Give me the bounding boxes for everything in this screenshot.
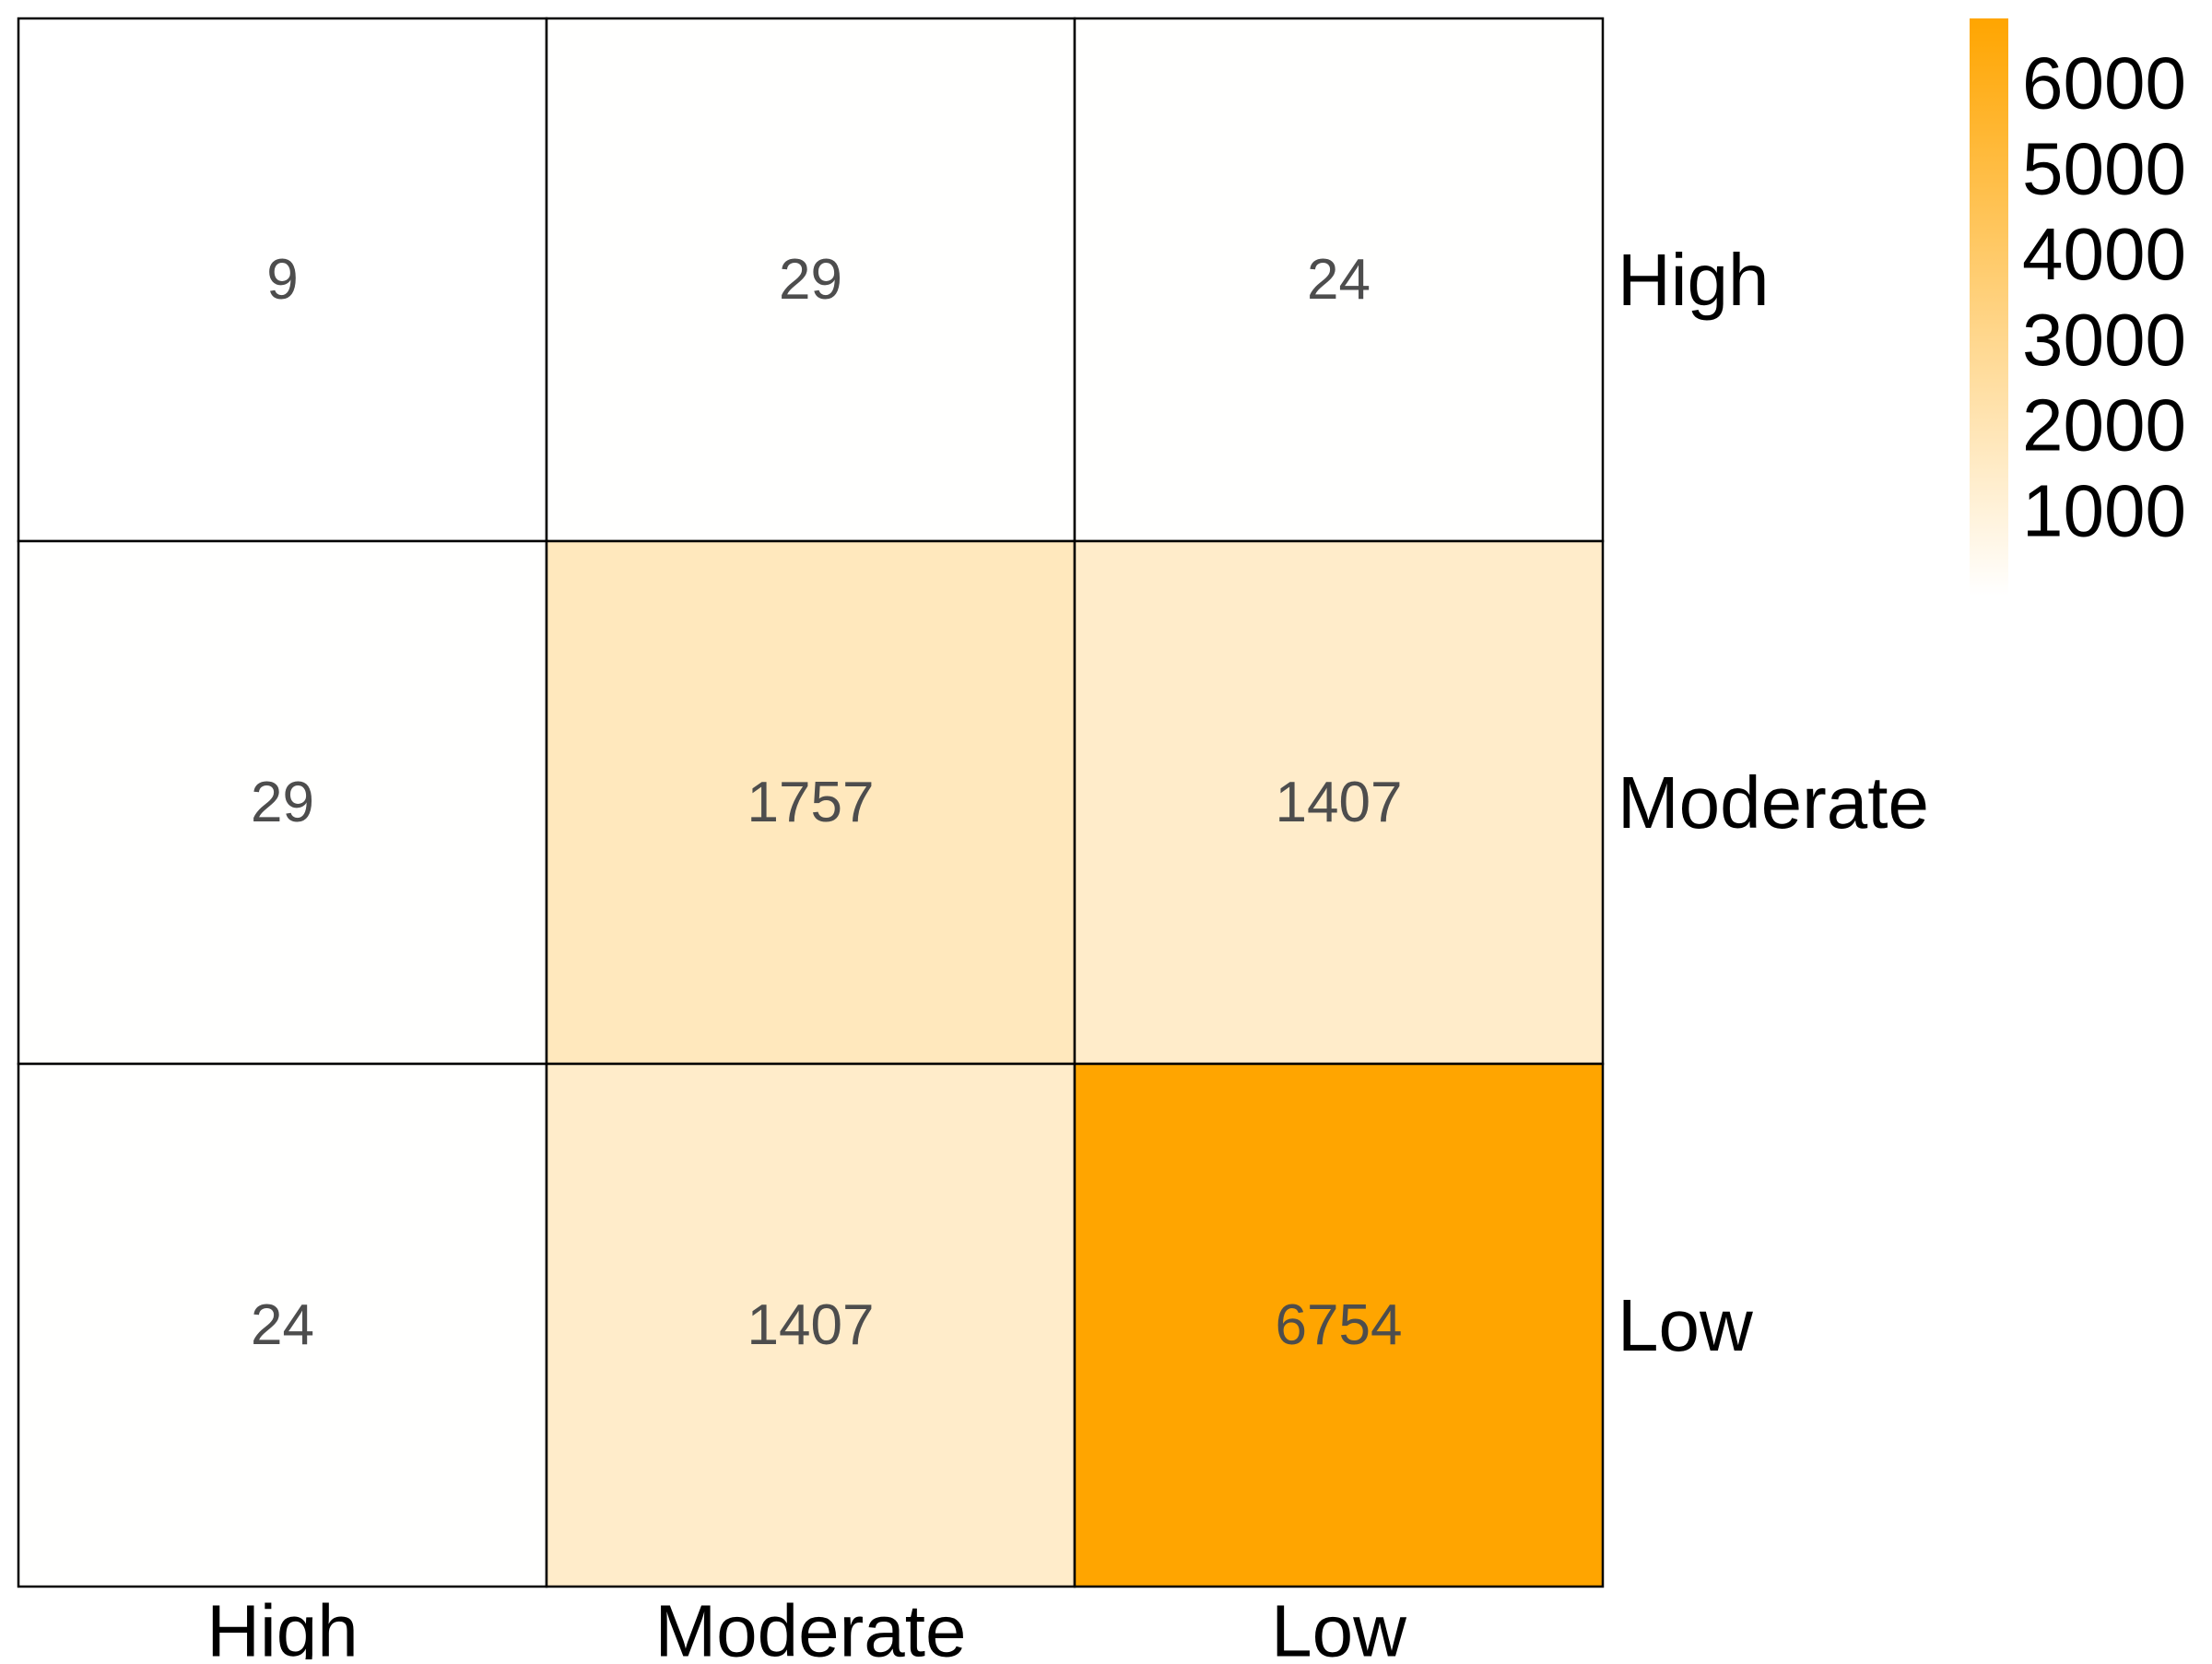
x-tick-label: Low bbox=[1271, 1590, 1406, 1660]
y-tick-label: Low bbox=[1618, 1284, 1753, 1366]
heatmap-cell bbox=[545, 1062, 1077, 1588]
heatmap-cell bbox=[17, 1062, 548, 1588]
heatmap-cell bbox=[545, 539, 1077, 1066]
cell-value-label: 24 bbox=[251, 1293, 314, 1357]
cell-value-label: 29 bbox=[251, 771, 314, 834]
cell-value-label: 24 bbox=[1307, 248, 1371, 312]
x-tick-label: Moderate bbox=[655, 1590, 967, 1660]
colorbar-tick-label: 2000 bbox=[2022, 384, 2186, 466]
cell-value-label: 1407 bbox=[1276, 771, 1403, 834]
cell-value-label: 9 bbox=[266, 248, 298, 312]
y-tick-label: High bbox=[1618, 239, 1770, 321]
heatmap-cell bbox=[17, 539, 548, 1066]
cell-value-label: 6754 bbox=[1276, 1293, 1403, 1357]
heatmap-cell bbox=[1073, 17, 1605, 543]
cell-value-label: 1757 bbox=[747, 771, 875, 834]
x-axis: High Moderate Low bbox=[206, 1590, 1406, 1664]
colorbar-tick-label: 6000 bbox=[2022, 41, 2186, 124]
colorbar-tick-label: 5000 bbox=[2022, 127, 2186, 209]
heatmap-cell bbox=[545, 17, 1077, 543]
y-axis: High Moderate Low bbox=[1618, 239, 1929, 1366]
cell-labels-layer: 9 29 24 29 1757 1407 24 1407 6754 bbox=[251, 248, 1402, 1357]
cells-layer bbox=[17, 17, 1605, 1588]
y-tick-label: Moderate bbox=[1618, 761, 1929, 844]
heatmap-cell bbox=[1073, 1062, 1605, 1588]
cell-value-label: 1407 bbox=[747, 1293, 875, 1357]
colorbar-tick-label: 4000 bbox=[2022, 213, 2186, 295]
cell-value-label: 29 bbox=[779, 248, 842, 312]
colorbar-tick-label: 3000 bbox=[2022, 299, 2186, 381]
x-tick-label: High bbox=[206, 1590, 359, 1660]
heatmap-cell bbox=[17, 17, 548, 543]
colorbar-tick-label: 1000 bbox=[2022, 470, 2186, 552]
colorbar-gradient bbox=[1970, 18, 2008, 596]
heatmap-cell bbox=[1073, 539, 1605, 1066]
